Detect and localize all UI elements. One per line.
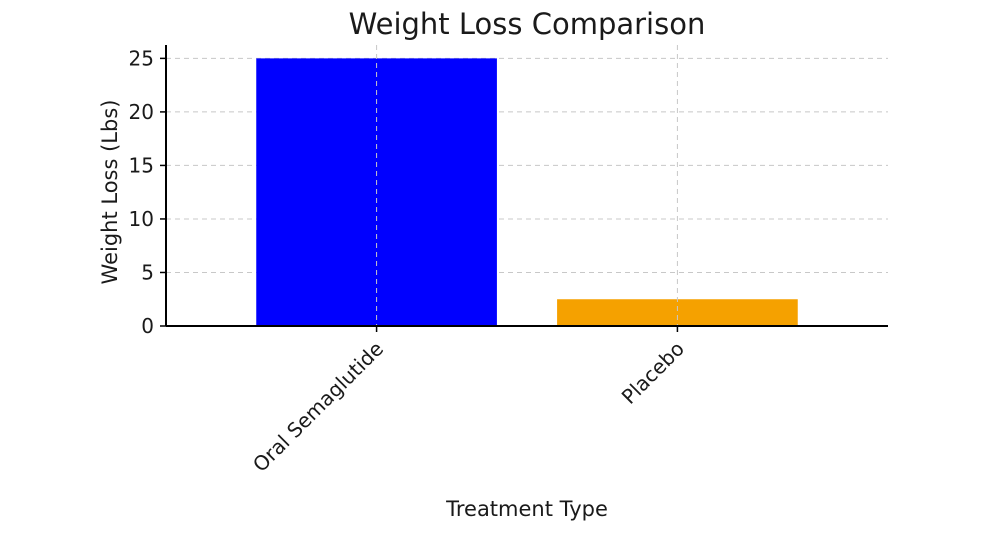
x-tick-label: Placebo bbox=[617, 337, 689, 409]
vertical-grid bbox=[376, 45, 678, 326]
x-ticks: Oral Semaglutide Placebo bbox=[248, 326, 689, 477]
bar-placebo bbox=[557, 299, 798, 326]
y-tick-label: 15 bbox=[129, 153, 154, 177]
x-axis-label: Treatment Type bbox=[445, 497, 608, 521]
y-axis-label: Weight Loss (Lbs) bbox=[98, 100, 122, 285]
y-tick-label: 5 bbox=[141, 260, 154, 284]
y-tick-label: 10 bbox=[129, 207, 154, 231]
x-tick-label: Oral Semaglutide bbox=[248, 337, 388, 477]
bars bbox=[256, 58, 798, 326]
y-tick-label: 20 bbox=[129, 100, 154, 124]
y-tick-label: 0 bbox=[141, 314, 154, 338]
y-ticks: 0 5 10 15 20 25 bbox=[129, 46, 166, 338]
chart-title: Weight Loss Comparison bbox=[349, 7, 706, 41]
axes bbox=[165, 45, 888, 327]
y-tick-label: 25 bbox=[129, 46, 154, 70]
